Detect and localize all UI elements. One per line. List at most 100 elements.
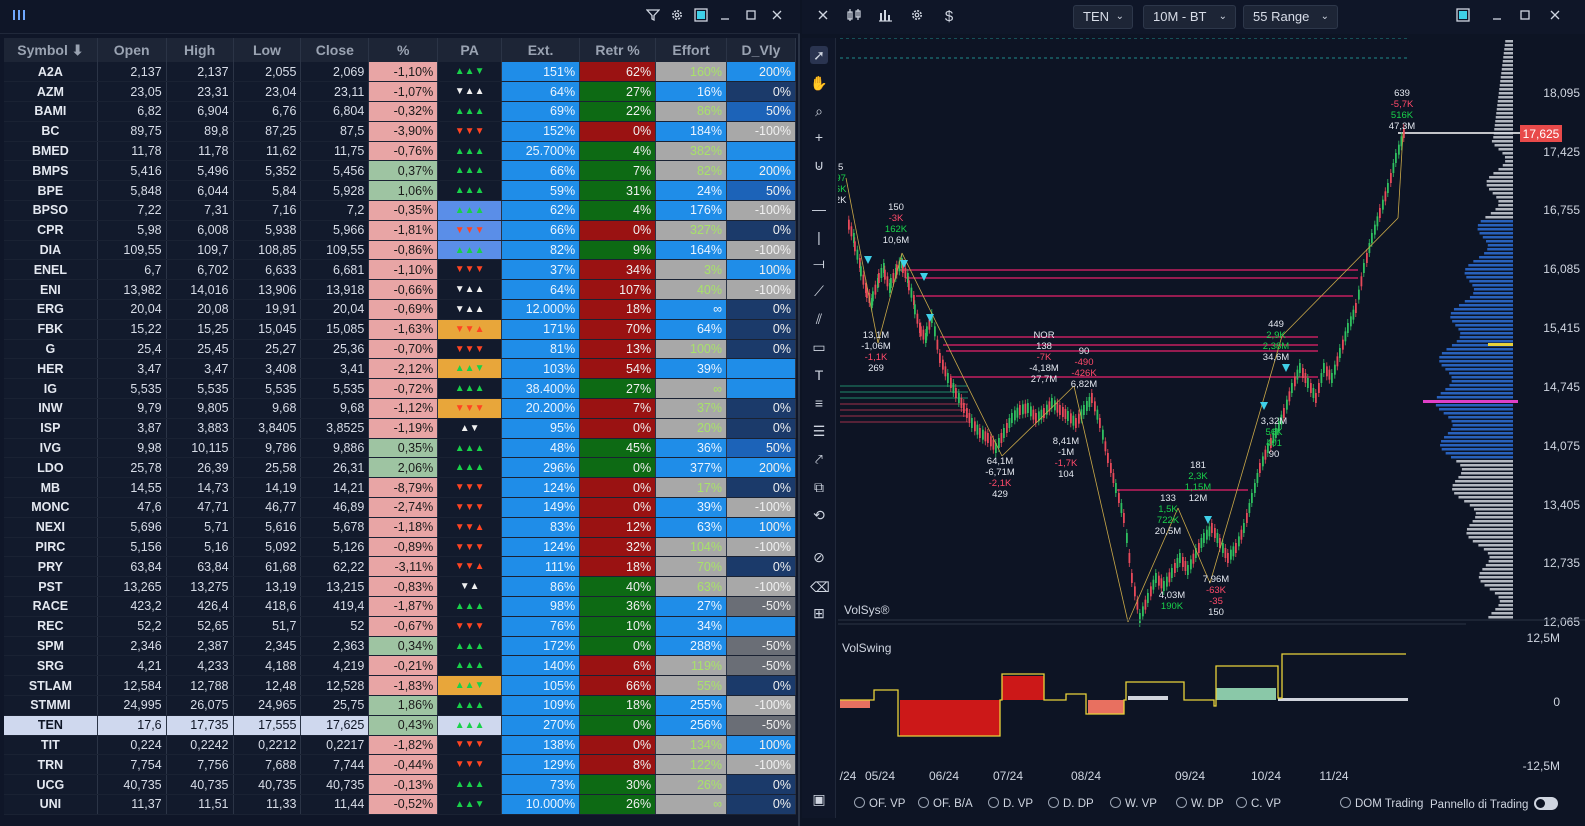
- table-row[interactable]: G 25,4 25,45 25,27 25,36 -0,70% ▼▼▼ 81% 13% 100% 0…: [4, 339, 796, 360]
- hand-icon[interactable]: ✋: [810, 75, 828, 91]
- zoom-icon[interactable]: ⌕: [815, 103, 823, 119]
- minimize-icon[interactable]: [1488, 8, 1506, 26]
- table-row[interactable]: REC 52,2 52,65 51,7 52 -0,67% ▼▼▼ 76% 10% 34%: [4, 616, 796, 637]
- maximize-icon[interactable]: [742, 8, 760, 26]
- ray-icon[interactable]: ⟞: [813, 255, 825, 271]
- table-row[interactable]: MONC 47,6 47,71 46,77 46,89 -2,74% ▼▼▼ 149% 0% 39…: [4, 497, 796, 518]
- crosshair-icon[interactable]: +: [814, 129, 824, 145]
- add-icon[interactable]: ⊞: [813, 605, 825, 621]
- table-row[interactable]: BPSO 7,22 7,31 7,16 7,2 -0,35% ▲▲▲ 62% 4% 176% -10…: [4, 200, 796, 221]
- table-row[interactable]: BC 89,75 89,8 87,25 87,5 -3,90% ▼▼▼ 152% 0% 184% -…: [4, 121, 796, 142]
- monitor-icon[interactable]: ▣: [812, 791, 826, 807]
- col-retr-header[interactable]: Retr %: [579, 38, 657, 62]
- table-row[interactable]: ERG 20,04 20,08 19,91 20,04 -0,69% ▼▲▲ 12.000% 1…: [4, 299, 796, 320]
- col-pct-header[interactable]: %: [368, 38, 439, 62]
- col-symbol-header[interactable]: Symbol ⬇: [4, 38, 98, 62]
- bars-chart-icon[interactable]: [876, 8, 894, 26]
- trendline-icon[interactable]: ⟋: [814, 283, 824, 299]
- table-row[interactable]: SRG 4,21 4,233 4,188 4,219 -0,21% ▲▲▲ 140% 6% 119…: [4, 655, 796, 677]
- close-icon[interactable]: [768, 8, 786, 26]
- close-icon[interactable]: [814, 8, 832, 26]
- cursor-icon[interactable]: ➚: [810, 46, 828, 64]
- profile-option-radio[interactable]: W. VP: [1110, 797, 1157, 810]
- table-row[interactable]: SPM 2,346 2,387 2,345 2,363 0,34% ▲▲▲ 172% 0% 288…: [4, 636, 796, 657]
- table-row[interactable]: FBK 15,22 15,25 15,045 15,085 -1,63% ▼▼▲ 171% 70…: [4, 319, 796, 340]
- dom-trading-radio[interactable]: DOM Trading: [1340, 797, 1423, 810]
- table-row[interactable]: UNI 11,37 11,51 11,33 11,44 -0,52% ▲▲▼ 10.000% 2…: [4, 794, 796, 815]
- rectangle-icon[interactable]: ▭: [812, 339, 826, 355]
- table-row[interactable]: RACE 423,2 426,4 418,6 419,4 -1,87% ▲▲▲ 98% 36% 2…: [4, 596, 796, 617]
- timeframe-select[interactable]: 10M - BT ⌄: [1143, 5, 1236, 29]
- gear-icon[interactable]: [908, 8, 926, 26]
- table-row[interactable]: ISP 3,87 3,883 3,8405 3,8525 -1,19% ▲▼ 95% 0% 20%…: [4, 418, 796, 439]
- table-row[interactable]: PST 13,265 13,275 13,19 13,215 -0,83% ▼▲ 86% 40%…: [4, 576, 796, 598]
- hline-icon[interactable]: —: [812, 201, 826, 217]
- table-row[interactable]: HER 3,47 3,47 3,408 3,41 -2,12% ▲▲▼ 103% 54% 39%: [4, 358, 796, 380]
- table-row[interactable]: BMPS 5,416 5,496 5,352 5,456 0,37% ▲▲▲ 66% 7% 82%…: [4, 160, 796, 182]
- table-row[interactable]: DIA 109,55 109,7 108,85 109,55 -0,86% ▲▲▲ 82% 9%…: [4, 240, 796, 261]
- channel-icon[interactable]: ⫽: [815, 311, 823, 327]
- table-row[interactable]: NEXI 5,696 5,71 5,616 5,678 -1,18% ▼▼▲ 83% 12% 63…: [4, 517, 796, 538]
- sync-icon[interactable]: ⟲: [813, 507, 825, 523]
- col-dvly-header[interactable]: D_Vly: [726, 38, 796, 62]
- table-row[interactable]: INW 9,79 9,805 9,68 9,68 -1,12% ▼▼▼ 20.200% 7% 37…: [4, 398, 796, 419]
- maximize-icon[interactable]: [1516, 8, 1534, 26]
- eraser-icon[interactable]: ⌫: [810, 579, 830, 595]
- range-select[interactable]: 55 Range ⌄: [1243, 5, 1338, 29]
- minimize-icon[interactable]: [716, 8, 734, 26]
- table-row[interactable]: BPE 5,848 6,044 5,84 5,928 1,06% ▲▲▲ 59% 31% 24% 5…: [4, 180, 796, 202]
- table-row[interactable]: BMED 11,78 11,78 11,62 11,75 -0,76% ▲▲▲ 25.700%…: [4, 141, 796, 162]
- col-ext-header[interactable]: Ext.: [501, 38, 581, 62]
- profile-option-radio[interactable]: D. DP: [1048, 797, 1094, 810]
- dollar-icon[interactable]: $: [944, 8, 954, 25]
- text-icon[interactable]: T: [814, 367, 824, 383]
- columns-icon[interactable]: [10, 8, 28, 26]
- col-effort-header[interactable]: Effort: [655, 38, 728, 62]
- table-row[interactable]: PIRC 5,156 5,16 5,092 5,126 -0,89% ▼▼▼ 124% 32% 1…: [4, 537, 796, 558]
- list-icon[interactable]: ☰: [812, 423, 826, 439]
- profile-option-radio[interactable]: C. VP: [1236, 797, 1281, 810]
- col-low-header[interactable]: Low: [233, 38, 302, 62]
- price-chart[interactable]: 18,095 17,425 16,755 16,085 15,415 14,745 14,0…: [830, 37, 1585, 788]
- table-row[interactable]: ENI 13,982 14,016 13,906 13,918 -0,66% ▼▲▲ 64% 1…: [4, 279, 796, 301]
- table-row[interactable]: TIT 0,224 0,2242 0,2212 0,2217 -1,82% ▼▼▼ 138% 0…: [4, 735, 796, 756]
- table-row[interactable]: TEN 17,6 17,735 17,555 17,625 0,43% ▲▲▲ 270% 0% 2…: [4, 715, 796, 736]
- table-row[interactable]: BAMI 6,82 6,904 6,76 6,804 -0,32% ▲▲▲ 69% 22% 86%…: [4, 101, 796, 122]
- profile-option-radio[interactable]: OF. VP: [854, 797, 905, 810]
- profile-option-radio[interactable]: D. VP: [988, 797, 1033, 810]
- table-row[interactable]: STLAM 12,584 12,788 12,48 12,528 -1,83% ▲▲▼ 105…: [4, 675, 796, 696]
- table-row[interactable]: ENEL 6,7 6,702 6,633 6,681 -1,10% ▼▼▼ 37% 34% 3% 1…: [4, 259, 796, 281]
- arrow-icon[interactable]: ⤤: [815, 451, 823, 467]
- color-square-icon[interactable]: [1454, 8, 1472, 26]
- table-row[interactable]: A2A 2,137 2,137 2,055 2,069 -1,10% ▲▲▼ 151% 62% 1…: [4, 62, 796, 83]
- vline-icon[interactable]: |: [817, 229, 821, 245]
- profile-option-radio[interactable]: OF. B/A: [918, 797, 973, 810]
- col-close-header[interactable]: Close: [300, 38, 370, 62]
- col-pa-header[interactable]: PA: [437, 38, 503, 62]
- table-row[interactable]: TRN 7,754 7,756 7,688 7,744 -0,44% ▼▼▼ 129% 8% 12…: [4, 754, 796, 776]
- table-row[interactable]: PRY 63,84 63,84 61,68 62,22 -3,11% ▼▼▲ 111% 18% 7…: [4, 556, 796, 578]
- table-row[interactable]: MB 14,55 14,73 14,19 14,21 -8,79% ▼▼▼ 124% 0% 17%…: [4, 477, 796, 499]
- candles-icon[interactable]: [845, 8, 863, 26]
- chart-canvas[interactable]: 18,095 17,425 16,755 16,085 15,415 14,745 14,0…: [830, 37, 1585, 788]
- profile-option-radio[interactable]: W. DP: [1176, 797, 1224, 810]
- gear-icon[interactable]: [668, 8, 686, 26]
- table-row[interactable]: UCG 40,735 40,735 40,735 40,735 -0,13% ▲▲▲ 73% 3…: [4, 774, 796, 795]
- table-row[interactable]: CPR 5,98 6,008 5,938 5,966 -1,81% ▼▼▼ 66% 0% 327%…: [4, 220, 796, 241]
- table-row[interactable]: IVG 9,98 10,115 9,786 9,886 0,35% ▲▲▲ 48% 45% 36%…: [4, 438, 796, 459]
- filter-icon[interactable]: [644, 8, 662, 26]
- col-open-header[interactable]: Open: [97, 38, 167, 62]
- orders-icon[interactable]: ⧉: [814, 479, 824, 495]
- col-high-header[interactable]: High: [166, 38, 234, 62]
- trading-panel-toggle[interactable]: Pannello di Trading: [1430, 797, 1559, 811]
- table-row[interactable]: AZM 23,05 23,31 23,04 23,11 -1,07% ▼▲▲ 64% 27% 16…: [4, 81, 796, 103]
- table-row[interactable]: LDO 25,78 26,39 25,58 26,31 2,06% ▲▲▲ 296% 0% 377…: [4, 457, 796, 479]
- close-icon[interactable]: [1546, 8, 1564, 26]
- table-row[interactable]: STMMI 24,995 26,075 24,965 25,75 1,86% ▲▲▲ 109%…: [4, 695, 796, 716]
- fib-icon[interactable]: ≡: [814, 395, 824, 411]
- magnet-icon[interactable]: ⊍: [813, 157, 825, 173]
- symbol-select[interactable]: TEN ⌄: [1073, 5, 1133, 29]
- table-row[interactable]: IG 5,535 5,535 5,535 5,535 -0,72% ▲▲▲ 38.400% 27…: [4, 378, 796, 400]
- color-square-icon[interactable]: [692, 8, 710, 26]
- stop-icon[interactable]: ⊘: [813, 549, 825, 565]
